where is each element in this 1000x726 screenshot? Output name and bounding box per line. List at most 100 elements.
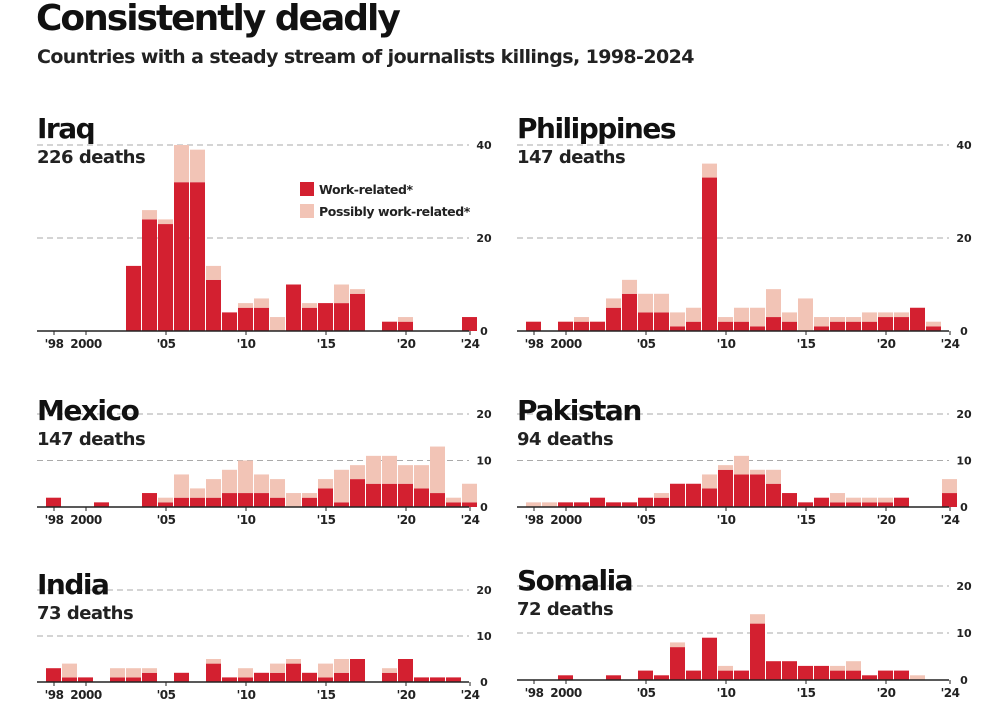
- bar-work-related: [414, 488, 429, 507]
- bar-work-related: [798, 665, 813, 680]
- bar-possibly-work-related: [702, 474, 717, 489]
- bar-work-related: [270, 497, 285, 507]
- bar-work-related: [590, 497, 605, 507]
- x-tick-label: '15: [317, 513, 336, 527]
- x-tick-label: '15: [317, 688, 336, 702]
- bar-possibly-work-related: [942, 479, 957, 494]
- bar-work-related: [414, 677, 429, 682]
- bar-work-related: [862, 321, 877, 331]
- bar-possibly-work-related: [782, 312, 797, 322]
- bar-possibly-work-related: [542, 502, 557, 507]
- bar-possibly-work-related: [878, 497, 893, 503]
- country-name: Pakistan: [517, 394, 642, 427]
- y-tick-label: 40: [956, 139, 972, 152]
- bar-possibly-work-related: [62, 663, 77, 678]
- x-tick-label: '15: [797, 686, 816, 700]
- bar-work-related: [750, 326, 765, 331]
- bar-possibly-work-related: [846, 317, 861, 322]
- bar-work-related: [702, 488, 717, 507]
- x-tick-label: '10: [717, 686, 736, 700]
- bar-possibly-work-related: [206, 659, 221, 664]
- bar-possibly-work-related: [270, 479, 285, 498]
- possibly-work-related-swatch: [300, 204, 314, 218]
- bar-possibly-work-related: [830, 493, 845, 503]
- chart-philippines: 0 20 40 '98 2000 '05 '10 '15 '20 '24: [517, 139, 972, 351]
- bar-work-related: [446, 677, 461, 682]
- x-tick-label: '20: [877, 513, 896, 527]
- y-tick-label: 0: [960, 674, 968, 687]
- x-tick-label: '10: [717, 337, 736, 351]
- bar-work-related: [174, 497, 189, 507]
- bar-work-related: [462, 317, 477, 331]
- x-tick-label: '05: [637, 337, 656, 351]
- bar-work-related: [846, 670, 861, 680]
- bar-work-related: [830, 502, 845, 507]
- bar-work-related: [318, 677, 333, 682]
- bar-work-related: [766, 483, 781, 507]
- x-tick-label: '10: [237, 337, 256, 351]
- y-tick-label: 0: [960, 501, 968, 514]
- bar-work-related: [254, 307, 269, 331]
- bar-possibly-work-related: [222, 469, 237, 494]
- bar-work-related: [910, 307, 925, 331]
- bar-possibly-work-related: [286, 659, 301, 664]
- bar-work-related: [398, 659, 413, 682]
- bar-work-related: [302, 672, 317, 682]
- bar-work-related: [334, 303, 349, 331]
- bar-possibly-work-related: [334, 284, 349, 304]
- bar-possibly-work-related: [430, 446, 445, 494]
- bar-possibly-work-related: [670, 642, 685, 648]
- bar-work-related: [750, 623, 765, 680]
- bar-work-related: [782, 493, 797, 507]
- x-tick-label: '24: [461, 513, 480, 527]
- bar-work-related: [142, 493, 157, 507]
- panel-india: 0 10 20 '98 2000 '05 '10 '15 '20 '24 India 73 dea…: [37, 570, 497, 710]
- bar-possibly-work-related: [638, 293, 653, 313]
- bar-possibly-work-related: [302, 303, 317, 308]
- bar-work-related: [670, 483, 685, 507]
- bar-work-related: [142, 219, 157, 331]
- bar-possibly-work-related: [382, 455, 397, 484]
- bar-work-related: [798, 502, 813, 507]
- x-tick-label: '24: [941, 337, 960, 351]
- bar-possibly-work-related: [318, 663, 333, 678]
- bar-work-related: [334, 502, 349, 507]
- x-tick-label: '24: [941, 513, 960, 527]
- bar-possibly-work-related: [846, 661, 861, 671]
- bar-work-related: [830, 321, 845, 331]
- x-tick-label: '05: [157, 337, 176, 351]
- bar-work-related: [782, 321, 797, 331]
- bar-work-related: [846, 321, 861, 331]
- bar-work-related: [350, 479, 365, 507]
- bar-work-related: [878, 317, 893, 331]
- bar-work-related: [318, 488, 333, 507]
- x-tick-label: '05: [157, 688, 176, 702]
- chart-title: Consistently deadly: [36, 0, 401, 39]
- bar-work-related: [286, 663, 301, 682]
- bar-work-related: [606, 502, 621, 507]
- bar-work-related: [142, 672, 157, 682]
- bar-work-related: [430, 493, 445, 507]
- bar-possibly-work-related: [238, 460, 253, 494]
- bar-possibly-work-related: [238, 668, 253, 678]
- bar-possibly-work-related: [766, 469, 781, 484]
- bar-possibly-work-related: [366, 455, 381, 484]
- bar-work-related: [398, 483, 413, 507]
- x-tick-label: '10: [237, 688, 256, 702]
- bar-work-related: [302, 307, 317, 331]
- bar-possibly-work-related: [174, 145, 189, 183]
- bar-work-related: [430, 677, 445, 682]
- bar-possibly-work-related: [702, 163, 717, 178]
- bar-work-related: [366, 483, 381, 507]
- x-tick-label: 2000: [550, 513, 582, 527]
- chart-subtitle: Countries with a steady stream of journa…: [37, 46, 694, 68]
- death-count: 147 deaths: [517, 147, 626, 168]
- bar-work-related: [590, 321, 605, 331]
- death-count: 72 deaths: [517, 599, 614, 620]
- x-tick-label: '10: [237, 513, 256, 527]
- bar-possibly-work-related: [270, 663, 285, 673]
- y-tick-label: 20: [956, 408, 972, 421]
- bar-possibly-work-related: [190, 488, 205, 498]
- bar-possibly-work-related: [718, 465, 733, 470]
- bar-possibly-work-related: [654, 493, 669, 498]
